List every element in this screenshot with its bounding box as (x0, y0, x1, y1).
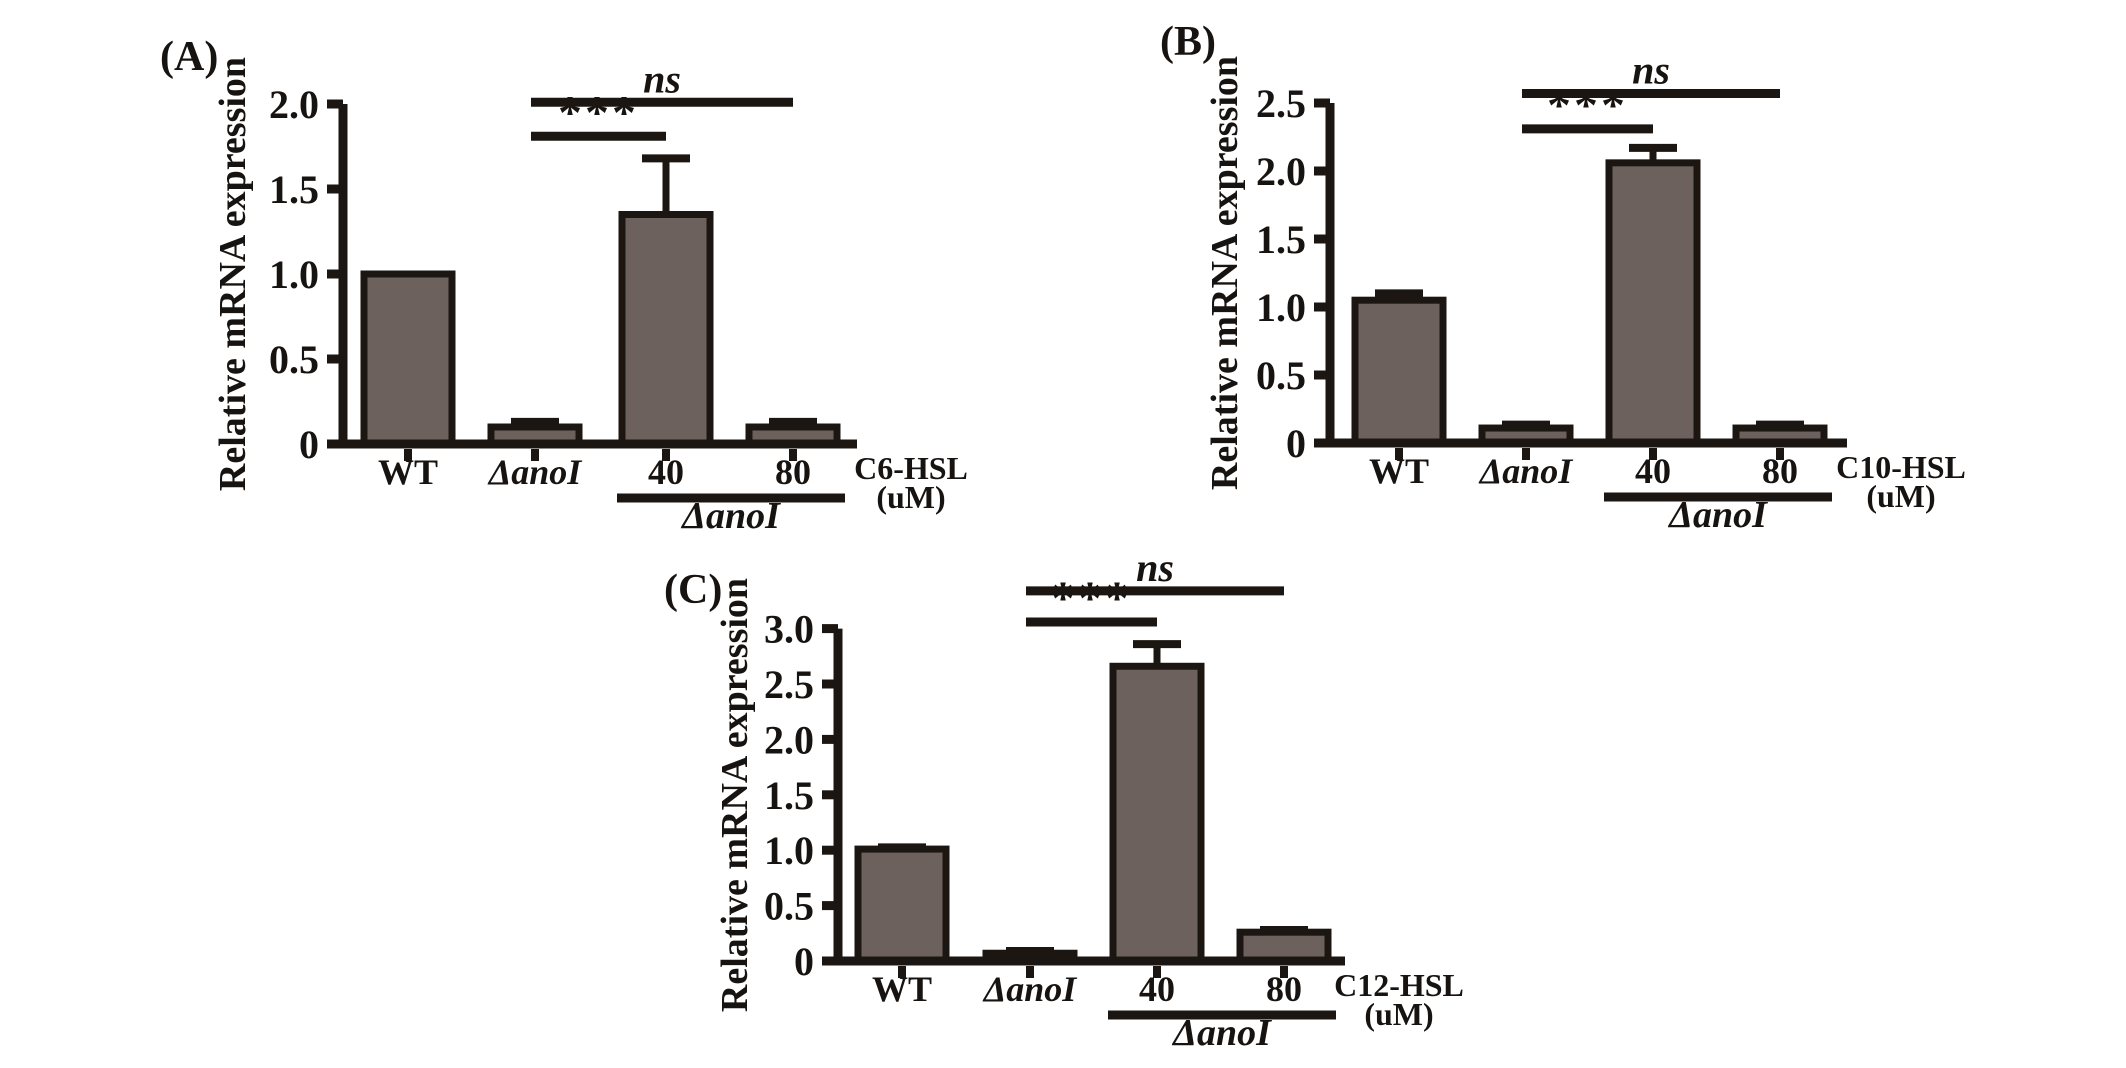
category-label-1: WT (1369, 451, 1429, 491)
category-label-4: 80 (1762, 451, 1798, 491)
y-tick-label: 0.5 (269, 337, 319, 382)
unit-label-line2: (uM) (1364, 996, 1433, 1032)
y-tick-label: 1.5 (1256, 217, 1306, 262)
unit-label-line1: C12-HSL (1334, 967, 1464, 1003)
category-label-3: 40 (1635, 451, 1671, 491)
unit-label-line1: C6-HSL (854, 450, 968, 486)
bar-40 (1109, 662, 1205, 965)
category-label-2: ΔanoI (1478, 451, 1575, 491)
bar-wt (854, 845, 950, 965)
y-tick-label: 0 (1286, 421, 1306, 466)
y-tick-label: 2.0 (269, 82, 319, 127)
y-tick-label: 3.0 (764, 607, 814, 652)
y-tick-label: 2.0 (764, 717, 814, 762)
panel-a: (A)Relative mRNA expression 0 0.5 1.0 1.5 2.0… (160, 34, 968, 537)
group-bracket-label: ΔanoI (680, 495, 781, 537)
y-tick-label: 1.5 (764, 773, 814, 818)
bar-wt (1351, 296, 1447, 447)
y-tick-label: 1.0 (764, 828, 814, 873)
category-label-1: WT (872, 969, 932, 1009)
category-label-2: ΔanoI (487, 452, 584, 492)
y-tick-label: 1.5 (269, 167, 319, 212)
y-axis-title: Relative mRNA expression (1204, 56, 1246, 490)
bar-wt (360, 270, 456, 448)
y-tick-label: 2.5 (1256, 81, 1306, 126)
group-bracket-label: ΔanoI (1171, 1012, 1272, 1054)
bar-40 (618, 211, 714, 448)
y-tick-label: 1.0 (1256, 285, 1306, 330)
panel-b: (B)Relative mRNA expression 0 0.5 1.0 1.5 2.0… (1160, 19, 1966, 536)
y-tick-label: 0 (794, 939, 814, 984)
y-tick-label: 0.5 (764, 884, 814, 929)
panel-c: (C)Relative mRNA expression 0 0.5 1.0 1.5 2.0… (664, 545, 1464, 1054)
y-tick-label: 0 (299, 422, 319, 467)
sig-label-ns: ns (1632, 47, 1670, 92)
category-label-3: 40 (648, 452, 684, 492)
y-tick-label: 0.5 (1256, 353, 1306, 398)
y-axis-title: Relative mRNA expression (212, 57, 254, 491)
group-bracket-label: ΔanoI (1667, 494, 1768, 536)
bar-40 (1605, 159, 1701, 447)
panel-letter: (A) (160, 34, 218, 80)
sig-label-stars: *** (1547, 79, 1628, 132)
unit-label-line2: (uM) (876, 479, 945, 515)
panel-letter: (C) (664, 567, 722, 613)
y-tick-label: 1.0 (269, 252, 319, 297)
category-label-4: 80 (1266, 969, 1302, 1009)
unit-label-line1: C10-HSL (1836, 449, 1966, 485)
category-label-4: 80 (775, 452, 811, 492)
sig-label-stars: *** (558, 86, 639, 139)
unit-label-line2: (uM) (1866, 478, 1935, 514)
category-label-3: 40 (1139, 969, 1175, 1009)
y-tick-label: 2.0 (1256, 149, 1306, 194)
sig-label-stars: *** (1051, 572, 1132, 625)
panel-letter: (B) (1160, 19, 1216, 65)
sig-label-ns: ns (1136, 545, 1174, 590)
category-label-1: WT (378, 452, 438, 492)
y-axis-title: Relative mRNA expression (714, 578, 756, 1012)
sig-label-ns: ns (643, 56, 681, 101)
y-tick-label: 2.5 (764, 662, 814, 707)
category-label-2: ΔanoI (982, 969, 1079, 1009)
